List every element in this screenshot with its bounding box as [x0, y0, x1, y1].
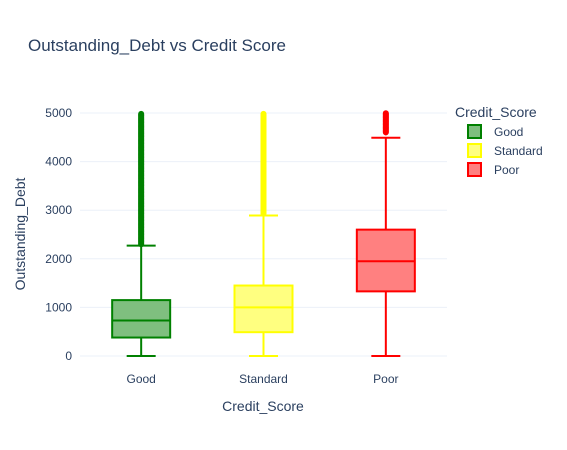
y-tick-label: 1000	[45, 300, 72, 314]
box-poor[interactable]	[355, 110, 416, 357]
x-axis-title: Credit_Score	[222, 398, 304, 414]
y-tick-label: 5000	[45, 106, 72, 120]
box-standard[interactable]	[233, 110, 294, 357]
outlier-point	[138, 110, 145, 117]
iqr-box	[233, 284, 294, 334]
legend-label: Good	[494, 125, 523, 139]
y-axis-title: Outstanding_Debt	[12, 177, 28, 290]
y-tick-label: 0	[65, 349, 72, 363]
y-tick-label: 3000	[45, 203, 72, 217]
legend-label: Standard	[494, 144, 543, 158]
legend-swatch	[467, 162, 482, 177]
chart-title: Outstanding_Debt vs Credit Score	[28, 36, 286, 55]
x-tick-label: Good	[126, 372, 155, 386]
legend-label: Poor	[494, 163, 519, 177]
legend-swatch	[467, 143, 482, 158]
outlier-point	[260, 110, 267, 117]
x-tick-label: Poor	[373, 372, 398, 386]
iqr-box	[111, 299, 172, 339]
legend-item-good[interactable]: Good	[467, 124, 523, 139]
y-tick-label: 4000	[45, 155, 72, 169]
outlier-point	[382, 110, 389, 117]
plot-area: 0 1000 2000 3000 4000 5000 Good Standard Poor	[45, 106, 447, 386]
legend-title: Credit_Score	[455, 104, 537, 120]
legend[interactable]: Good Standard Poor	[467, 124, 543, 177]
box-good[interactable]	[111, 110, 172, 357]
y-tick-label: 2000	[45, 252, 72, 266]
legend-item-standard[interactable]: Standard	[467, 143, 543, 158]
legend-item-poor[interactable]: Poor	[467, 162, 519, 177]
legend-swatch	[467, 124, 482, 139]
x-tick-label: Standard	[239, 372, 288, 386]
